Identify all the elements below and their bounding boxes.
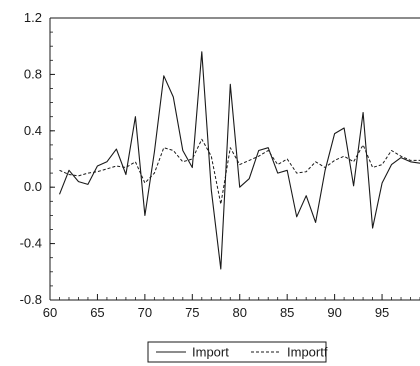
- x-tick-label: 65: [90, 305, 104, 320]
- y-tick-label: -0.4: [20, 236, 42, 251]
- series-line-import: [58, 51, 420, 270]
- y-axis: -0.8 -0.4 0.0 0.4 0.8 1.2: [20, 10, 55, 307]
- x-tick-label: 70: [138, 305, 152, 320]
- x-tick-label: 75: [185, 305, 199, 320]
- y-tick-label: 1.2: [24, 10, 42, 25]
- x-tick-label: 90: [327, 305, 341, 320]
- series-lines: [58, 51, 420, 270]
- legend-label-importf: Importf: [287, 345, 328, 360]
- legend-box: [147, 341, 327, 363]
- y-tick-label: 0.0: [24, 179, 42, 194]
- series-line-importf: [59, 138, 420, 205]
- x-tick-label: 95: [375, 305, 389, 320]
- plot-frame: [49, 17, 420, 301]
- x-axis: 60 65 70 75 80 85 90 95: [43, 294, 420, 320]
- legend-label-import: Import: [192, 345, 229, 360]
- x-tick-label: 60: [43, 305, 57, 320]
- y-tick-label: 0.4: [24, 123, 42, 138]
- x-tick-label: 85: [280, 305, 294, 320]
- x-tick-label: 80: [233, 305, 247, 320]
- y-tick-label: 0.8: [24, 66, 42, 81]
- y-tick-label: -0.8: [20, 292, 42, 307]
- legend: Import Importf: [147, 341, 328, 363]
